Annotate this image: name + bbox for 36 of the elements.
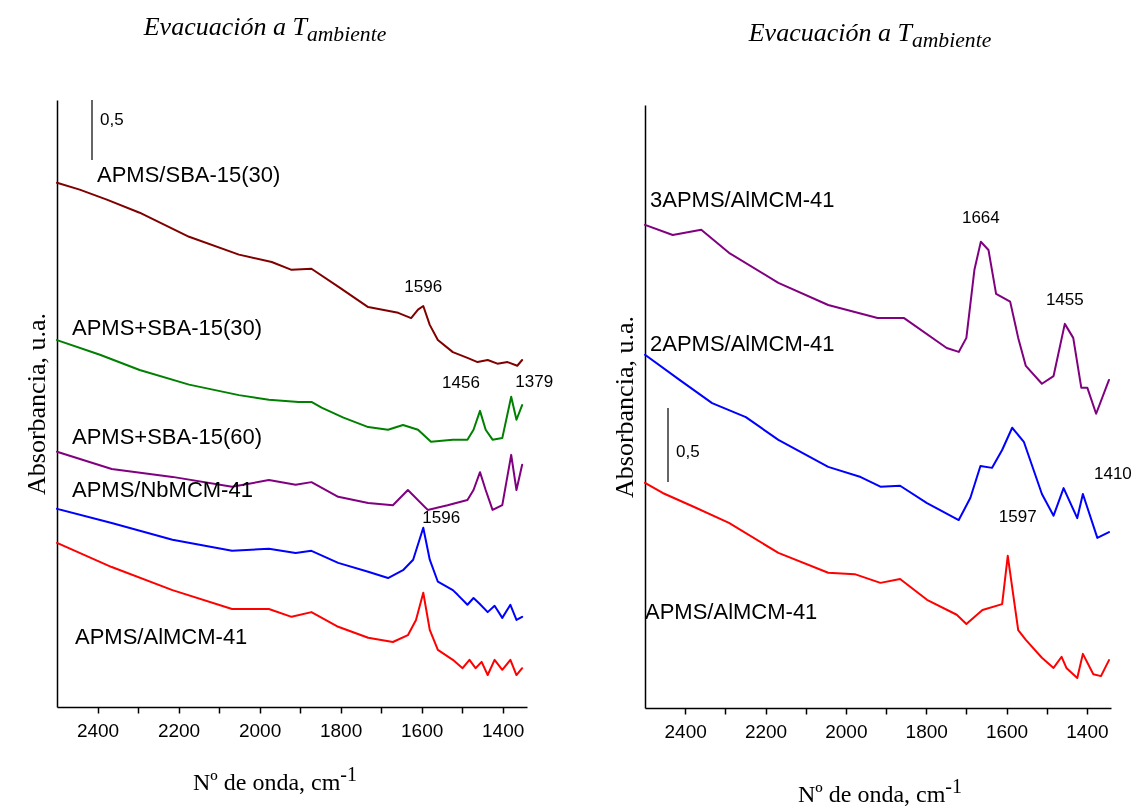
x-tick-label: 2000 — [238, 719, 282, 741]
text: 0,5 — [100, 110, 124, 129]
y-axis-title: Absorbancia, u.a. — [21, 313, 51, 495]
annotation: 1597 — [998, 506, 1037, 526]
series-label: 2APMS/AlMCM-41 — [650, 330, 835, 356]
series-label: APMS+SBA-15(60) — [72, 423, 263, 449]
chart-title: Evacuación a T$_{ambiente}$ — [748, 18, 992, 54]
annotation: 1596 — [422, 507, 461, 527]
series-label: APMS+SBA-15(30) — [72, 315, 263, 341]
annotation: 1455 — [1045, 289, 1084, 309]
annotation: 1596 — [404, 277, 443, 296]
x-tick-label: 1600 — [985, 720, 1029, 742]
x-tick-label: 1600 — [401, 719, 444, 741]
x-axis-title: Nº de onda, cm$^{-1}$ — [192, 763, 358, 796]
series-label: APMS/AlMCM-41 — [645, 598, 818, 624]
x-tick-label: 1400 — [1066, 720, 1109, 742]
annotation: 1379 — [515, 371, 554, 391]
y-axis-title: Absorbancia, u.a. — [609, 316, 639, 498]
annotation: 1664 — [961, 207, 1000, 227]
annotation: 1410 — [1093, 463, 1132, 483]
x-tick-label: 2000 — [825, 720, 868, 742]
x-tick-label: 1800 — [319, 719, 363, 741]
annotation: 0,5 — [676, 442, 700, 461]
series-label: 3APMS/AlMCM-41 — [650, 186, 835, 212]
x-tick-label: 1800 — [905, 720, 948, 742]
x-tick-label: 1400 — [482, 719, 525, 741]
chart-title: Evacuación a T$_{ambiente}$ — [143, 12, 387, 48]
x-tick-label: 2200 — [744, 720, 788, 742]
x-tick-label: 2400 — [76, 719, 120, 741]
x-tick-label: 2400 — [664, 720, 707, 742]
annotation: 1456 — [442, 372, 480, 392]
series-label: APMS/SBA-15(30) — [97, 161, 281, 187]
x-axis-title: Nº de onda, cm$^{-1}$ — [797, 775, 963, 808]
x-tick-label: 2200 — [157, 719, 201, 741]
series-label: APMS/AlMCM-41 — [75, 623, 248, 649]
series-label: APMS/NbMCM-41 — [72, 476, 253, 502]
